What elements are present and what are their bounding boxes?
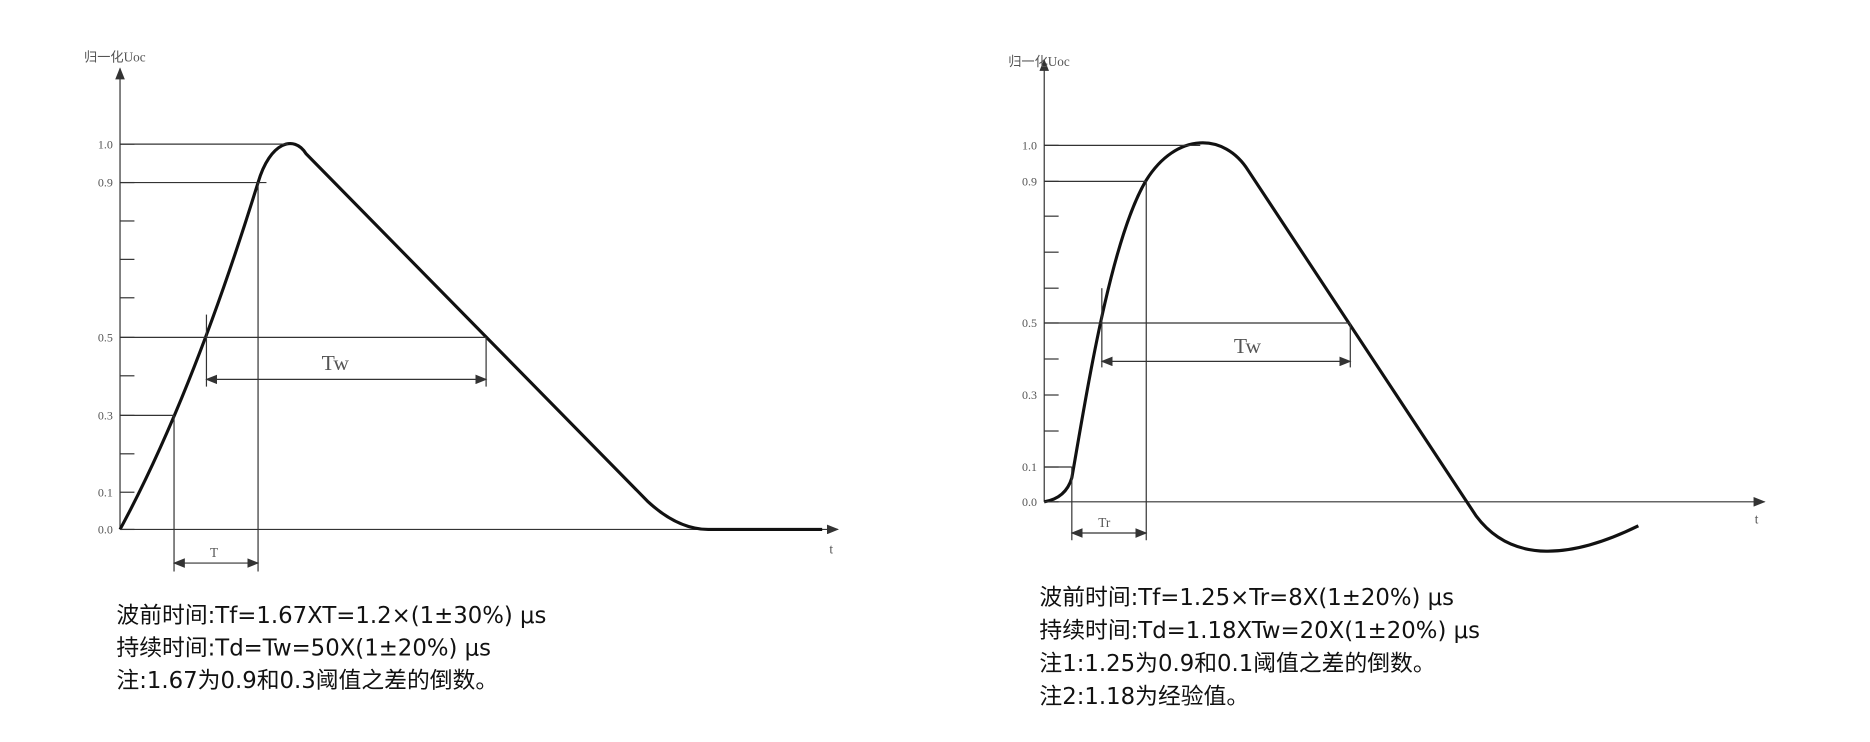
x-axis-label: t bbox=[829, 541, 833, 556]
left-plot: 归一化Uoc t Tw T bbox=[84, 49, 839, 572]
tick-label: 0.9 bbox=[98, 176, 113, 190]
note: 持续时间:Td=Tw=50X(1±20%) μs bbox=[116, 635, 491, 661]
note: 注2:1.18为经验值。 bbox=[1039, 684, 1249, 710]
note: 波前时间:Tf=1.67XT=1.2×(1±30%) μs bbox=[116, 603, 546, 629]
interval-label: T bbox=[210, 545, 218, 560]
tick-label: 0.3 bbox=[1022, 388, 1037, 402]
interval-label: Tw bbox=[1234, 334, 1262, 358]
note: 注:1.67为0.9和0.3阈值之差的倒数。 bbox=[116, 668, 498, 694]
y-axis-label: 归一化Uoc bbox=[84, 49, 146, 64]
note: 波前时间:Tf=1.25×Tr=8X(1±20%) μs bbox=[1039, 585, 1454, 611]
tick-label: 1.0 bbox=[1022, 139, 1037, 153]
tick-label: 0.0 bbox=[98, 523, 113, 537]
interval-label: Tr bbox=[1098, 515, 1111, 530]
waveform bbox=[118, 142, 823, 531]
waveform bbox=[1043, 141, 1640, 553]
interval-label: Tw bbox=[322, 351, 350, 375]
note: 注1:1.25为0.9和0.1阈值之差的倒数。 bbox=[1039, 651, 1435, 677]
tick-label: 0.1 bbox=[1022, 460, 1037, 474]
tick-label: 0.0 bbox=[1022, 495, 1037, 509]
tick-label: 1.0 bbox=[98, 137, 113, 151]
tick-label: 0.5 bbox=[1022, 316, 1037, 330]
right-plot: 归一化Uoc t Tw Tr bbox=[1008, 54, 1766, 553]
x-axis-label: t bbox=[1755, 511, 1759, 526]
note: 持续时间:Td=1.18XTw=20X(1±20%) μs bbox=[1039, 618, 1480, 644]
y-axis-label: 归一化Uoc bbox=[1008, 54, 1070, 69]
tick-label: 0.1 bbox=[98, 485, 113, 499]
tick-label: 0.9 bbox=[1022, 175, 1037, 189]
tick-label: 0.5 bbox=[98, 331, 113, 345]
tick-label: 0.3 bbox=[98, 409, 113, 423]
